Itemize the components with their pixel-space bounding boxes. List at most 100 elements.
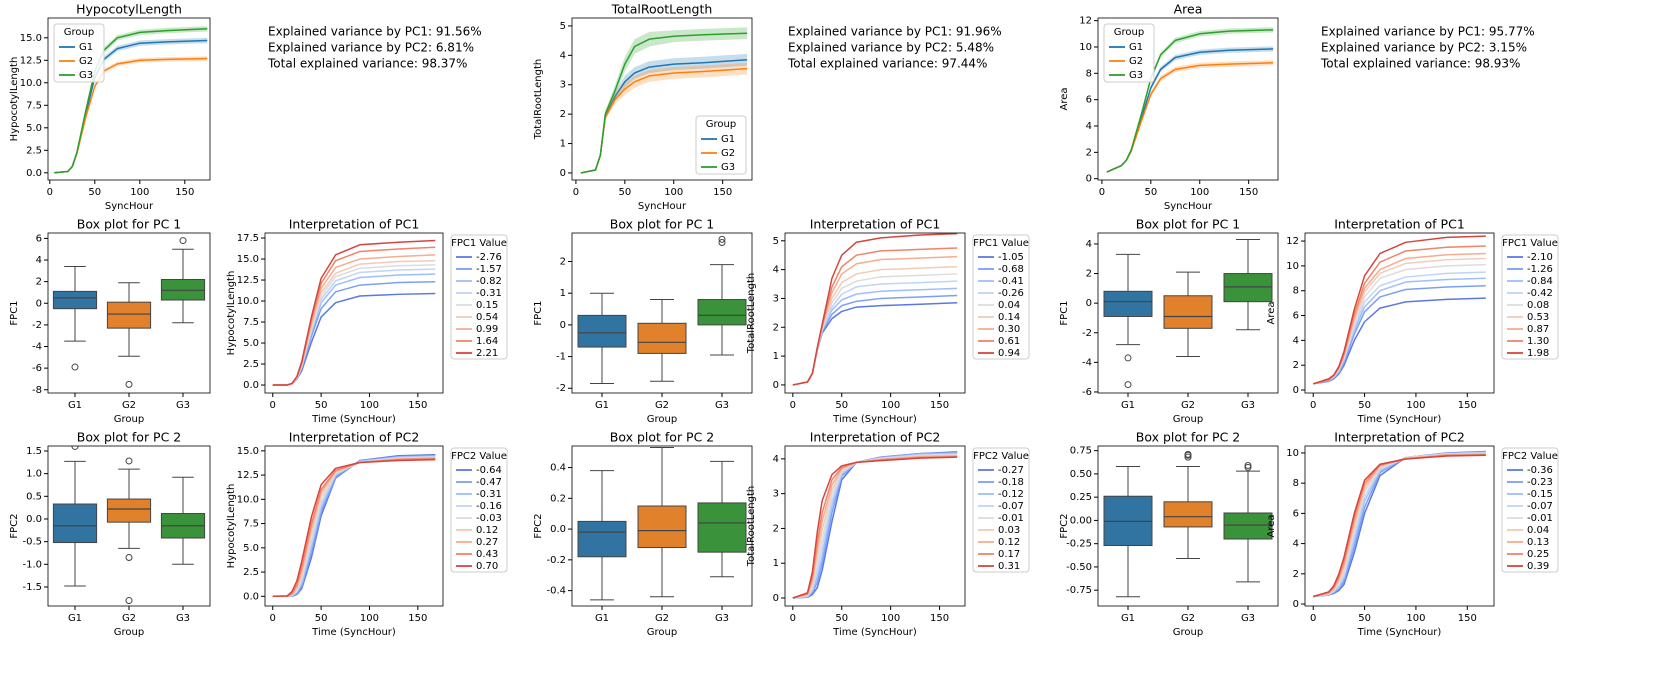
legend-title: FPC1 Value bbox=[973, 238, 1029, 249]
legend-label: -0.27 bbox=[998, 465, 1024, 476]
legend-label: -2.10 bbox=[1527, 252, 1553, 263]
legend-label: -0.84 bbox=[1527, 276, 1553, 287]
legend-label: 0.12 bbox=[476, 525, 498, 536]
axes-frame bbox=[571, 17, 753, 181]
y-tick-label: 1 bbox=[773, 558, 779, 569]
y-tick-label: 7.5 bbox=[243, 317, 259, 328]
series-line bbox=[272, 455, 436, 598]
y-tick-label: -6 bbox=[32, 363, 42, 374]
y-tick-label: -8 bbox=[32, 385, 42, 396]
plot-area bbox=[1313, 450, 1486, 598]
y-tick-label: 2 bbox=[560, 257, 566, 268]
y-tick-label: 0.50 bbox=[1070, 469, 1092, 480]
legend-title: FPC2 Value bbox=[451, 451, 507, 462]
y-tick-label: 2 bbox=[773, 322, 779, 333]
axes-frame bbox=[784, 232, 966, 394]
x-tick-label: 0 bbox=[1310, 613, 1316, 624]
legend-box bbox=[972, 447, 1030, 573]
x-tick-label: G2 bbox=[1181, 400, 1195, 411]
y-tick-label: 6 bbox=[1086, 95, 1092, 106]
y-tick-label: 0.0 bbox=[243, 591, 259, 602]
y-tick-label: 2 bbox=[1086, 147, 1092, 158]
x-tick-label: 150 bbox=[408, 400, 427, 411]
x-tick-label: G1 bbox=[68, 400, 82, 411]
y-axis-label: FPC2 bbox=[9, 513, 20, 538]
x-axis-label: Time (SyncHour) bbox=[832, 414, 917, 425]
series-line bbox=[792, 247, 958, 386]
axes-frame bbox=[1097, 232, 1279, 394]
y-tick-label: 15.0 bbox=[237, 254, 259, 265]
x-axis-label: Time (SyncHour) bbox=[1357, 414, 1442, 425]
y-tick-label: 5.0 bbox=[243, 338, 259, 349]
box bbox=[1223, 512, 1273, 540]
y-tick-label: 2 bbox=[560, 109, 566, 120]
y-tick-label: 6 bbox=[36, 233, 42, 244]
plot-area bbox=[792, 233, 958, 386]
series-line bbox=[272, 455, 436, 598]
legend-box bbox=[695, 115, 747, 175]
y-tick-label: -1 bbox=[556, 352, 566, 363]
series-line bbox=[272, 458, 436, 598]
y-tick-label: -0.5 bbox=[22, 537, 42, 548]
axes-frame bbox=[571, 445, 753, 607]
y-tick-label: 0 bbox=[773, 380, 779, 391]
x-tick-label: 100 bbox=[881, 400, 900, 411]
x-axis-label: SyncHour bbox=[1164, 201, 1213, 212]
y-tick-label: 1 bbox=[560, 139, 566, 150]
y-tick-label: -4 bbox=[32, 342, 42, 353]
legend-label: 0.53 bbox=[1527, 312, 1549, 323]
y-tick-label: 2 bbox=[36, 277, 42, 288]
y-tick-label: 5.0 bbox=[243, 543, 259, 554]
y-tick-label: 2.5 bbox=[243, 567, 259, 578]
y-axis-label: FPC1 bbox=[533, 300, 544, 325]
y-tick-label: 5 bbox=[560, 21, 566, 32]
x-axis-label: Group bbox=[114, 414, 144, 425]
outlier bbox=[718, 239, 726, 247]
legend-label: 0.43 bbox=[476, 549, 498, 560]
y-tick-label: 0.00 bbox=[1070, 515, 1092, 526]
y-tick-label: -1.5 bbox=[22, 582, 42, 593]
outlier bbox=[1124, 354, 1132, 362]
outlier bbox=[125, 380, 133, 388]
annotation: Explained variance by PC1: 95.77% bbox=[1321, 25, 1535, 39]
x-tick-label: 150 bbox=[408, 613, 427, 624]
y-tick-label: 7.5 bbox=[243, 519, 259, 530]
y-tick-label: 0 bbox=[560, 168, 566, 179]
axes-frame bbox=[47, 445, 211, 607]
series-line bbox=[272, 246, 436, 386]
x-tick-label: 50 bbox=[1358, 613, 1371, 624]
legend-label: 0.13 bbox=[1527, 537, 1549, 548]
legend-label: -0.07 bbox=[1527, 501, 1553, 512]
x-tick-label: 50 bbox=[315, 400, 328, 411]
outlier bbox=[125, 597, 133, 605]
legend-label: 0.94 bbox=[998, 348, 1020, 359]
plot-area bbox=[1312, 235, 1486, 385]
x-tick-label: 100 bbox=[664, 187, 683, 198]
x-tick-label: 50 bbox=[88, 187, 101, 198]
y-tick-label: 8 bbox=[1293, 286, 1299, 297]
series-line bbox=[792, 452, 958, 599]
x-axis-label: Group bbox=[1173, 414, 1203, 425]
series-line bbox=[792, 456, 958, 599]
x-tick-label: G3 bbox=[715, 613, 729, 624]
y-tick-label: 3 bbox=[773, 293, 779, 304]
legend-label: G2 bbox=[721, 148, 735, 159]
series-line bbox=[272, 453, 436, 598]
plot-area bbox=[52, 237, 206, 388]
x-axis-label: Time (SyncHour) bbox=[1357, 627, 1442, 638]
x-tick-label: G3 bbox=[176, 613, 190, 624]
axes-frame bbox=[1304, 232, 1495, 394]
outlier bbox=[71, 363, 79, 371]
x-tick-label: 0 bbox=[790, 400, 796, 411]
y-tick-label: 0 bbox=[36, 298, 42, 309]
y-tick-label: 0 bbox=[1086, 298, 1092, 309]
axes-frame bbox=[264, 232, 444, 394]
x-tick-label: G3 bbox=[176, 400, 190, 411]
legend-label: G2 bbox=[1129, 56, 1143, 67]
y-tick-label: 0.75 bbox=[1070, 446, 1092, 457]
y-tick-label: 4 bbox=[773, 265, 779, 276]
series-line bbox=[272, 239, 436, 386]
y-tick-label: 4 bbox=[560, 50, 566, 61]
chart-title: Box plot for PC 2 bbox=[77, 430, 182, 445]
x-tick-label: 0 bbox=[270, 613, 276, 624]
